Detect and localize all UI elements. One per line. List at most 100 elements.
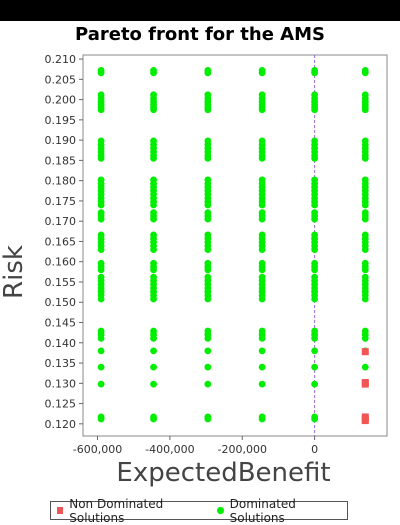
legend: Non Dominated Solutions Dominated Soluti… (50, 497, 348, 525)
dominated-point (258, 266, 266, 274)
dominated-point (258, 201, 266, 209)
dominated-point (361, 201, 369, 209)
dominated-point (204, 347, 212, 355)
x-axis-label: ExpectedBenefit (116, 458, 331, 488)
y-tick-label: 0.130 (45, 377, 77, 390)
dominated-point (311, 295, 319, 303)
dominated-point (204, 154, 212, 162)
y-tick-label: 0.175 (45, 195, 77, 208)
dominated-point (361, 246, 369, 253)
dominated-point (361, 154, 369, 162)
non-dominated-point (361, 417, 369, 425)
dominated-point (150, 201, 157, 209)
x-tick-label: -400,000 (145, 443, 194, 456)
dominated-point (204, 295, 212, 303)
x-tick-label: -600,000 (73, 443, 122, 456)
dominated-point (311, 201, 319, 209)
dominated-point (204, 334, 212, 342)
dominated-point (97, 363, 105, 371)
dominated-point (258, 69, 266, 77)
dominated-point (150, 415, 157, 423)
y-tick-label: 0.200 (45, 94, 77, 107)
dominated-point (311, 215, 319, 223)
y-tick-label: 0.145 (45, 317, 77, 330)
dominated-point (258, 295, 266, 303)
dominated-point (97, 201, 105, 209)
dominated-point (97, 380, 105, 388)
dominated-point (97, 246, 105, 253)
dominated-point (150, 363, 157, 371)
dominated-point (204, 415, 212, 423)
dominated-point (204, 201, 212, 209)
dominated-point (150, 69, 157, 77)
dominated-point (150, 334, 157, 342)
dominated-point (97, 415, 105, 423)
dominated-point (204, 380, 212, 388)
y-tick-label: 0.190 (45, 134, 77, 147)
x-tick-label: -200,000 (218, 443, 267, 456)
legend-label-dominated: Dominated Solutions (229, 496, 296, 525)
dominated-point (204, 69, 212, 77)
top-bar (0, 0, 400, 21)
y-tick-label: 0.150 (45, 296, 77, 309)
dominated-point (204, 246, 212, 253)
y-tick-label: 0.120 (45, 418, 77, 431)
y-tick-label: 0.140 (45, 337, 77, 350)
dominated-point (361, 363, 369, 371)
y-tick-label: 0.185 (45, 154, 77, 167)
dominated-point (97, 154, 105, 162)
dominated-point (204, 215, 212, 223)
y-axis-label: Risk (0, 245, 29, 299)
dominated-point (311, 266, 319, 274)
dominated-point (311, 363, 319, 371)
dominated-point (258, 215, 266, 223)
y-tick-label: 0.205 (45, 73, 77, 86)
legend-circle-marker (217, 507, 224, 514)
dominated-point (361, 69, 369, 77)
dominated-point (97, 106, 105, 114)
dominated-point (204, 106, 212, 114)
dominated-point (97, 215, 105, 223)
y-tick-label: 0.180 (45, 175, 77, 188)
dominated-point (311, 334, 319, 342)
y-tick-label: 0.125 (45, 398, 77, 411)
dominated-point (150, 347, 157, 355)
non-dominated-point (361, 348, 369, 356)
dominated-point (258, 106, 266, 114)
dominated-point (150, 154, 157, 162)
dominated-point (150, 295, 157, 303)
y-tick-label: 0.210 (45, 53, 77, 66)
dominated-point (258, 415, 266, 423)
dominated-point (258, 246, 266, 253)
dominated-point (258, 334, 266, 342)
dominated-point (97, 69, 105, 77)
y-tick-label: 0.155 (45, 276, 77, 289)
dominated-point (204, 363, 212, 371)
dominated-point (258, 363, 266, 371)
y-tick-label: 0.160 (45, 256, 77, 269)
y-tick-label: 0.195 (45, 114, 77, 127)
dominated-point (361, 295, 369, 303)
dominated-point (150, 266, 157, 274)
dominated-point (97, 347, 105, 355)
dominated-point (311, 380, 319, 388)
non-dominated-point (361, 380, 369, 388)
legend-square-marker (57, 507, 64, 514)
dominated-point (150, 380, 157, 388)
y-tick-label: 0.135 (45, 357, 77, 370)
dominated-point (97, 295, 105, 303)
dominated-point (311, 106, 319, 114)
x-tick-label: 0 (311, 443, 318, 456)
dominated-point (150, 246, 157, 253)
dominated-point (361, 106, 369, 114)
dominated-point (258, 154, 266, 162)
dominated-point (311, 415, 319, 423)
dominated-point (311, 246, 319, 253)
dominated-point (150, 106, 157, 114)
dominated-point (258, 380, 266, 388)
dominated-point (311, 69, 319, 77)
dominated-point (204, 266, 212, 274)
dominated-point (258, 347, 266, 355)
dominated-point (311, 347, 319, 355)
